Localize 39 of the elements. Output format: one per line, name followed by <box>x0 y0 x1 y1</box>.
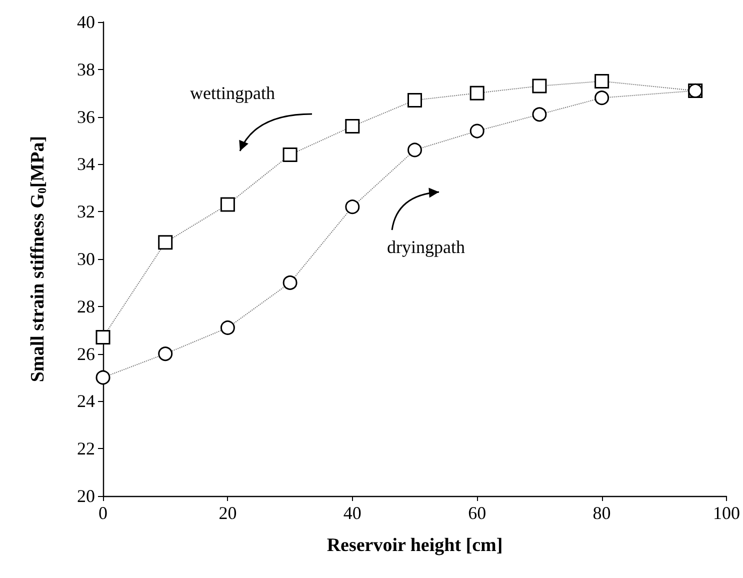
x-tick-label: 60 <box>468 503 486 523</box>
point <box>470 86 484 100</box>
annotation: dryingpath <box>387 237 465 257</box>
x-tick-label: 0 <box>98 503 108 523</box>
point <box>408 92 422 108</box>
y-tick-label: 38 <box>77 59 95 80</box>
y-tick-label: 22 <box>77 438 95 459</box>
x-tick-label: 80 <box>592 503 611 523</box>
y-tick-label: 28 <box>77 296 95 316</box>
point <box>532 78 547 94</box>
point <box>282 275 298 290</box>
point <box>594 90 610 106</box>
point <box>158 346 173 362</box>
y-tick-label: 24 <box>77 391 95 412</box>
point <box>345 200 360 214</box>
point <box>345 119 360 134</box>
x-tick-label: 40 <box>343 503 362 523</box>
x-axis-title: Reservoir height [cm] <box>326 535 503 556</box>
point <box>282 147 298 162</box>
point <box>408 142 422 158</box>
x-tick-label: 100 <box>713 503 740 523</box>
x-tick-label: 20 <box>218 503 237 523</box>
point <box>158 235 173 250</box>
y-tick-label: 20 <box>77 486 95 506</box>
y-axis-title: Small strain stiffness G0[MPa] <box>28 136 49 382</box>
point <box>532 107 547 122</box>
point <box>96 370 110 385</box>
annotation: wettingpath <box>190 83 275 103</box>
y-tick-label: 30 <box>77 249 95 269</box>
y-tick-label: 40 <box>77 12 95 32</box>
y-tick-label: 34 <box>77 154 95 174</box>
y-tick-label: 26 <box>77 344 95 364</box>
y-tick-label: 32 <box>77 202 95 222</box>
point <box>220 320 235 335</box>
point <box>220 197 235 212</box>
point <box>96 330 110 344</box>
y-tick-label: 36 <box>77 106 95 127</box>
point <box>470 124 484 138</box>
point <box>594 74 610 88</box>
